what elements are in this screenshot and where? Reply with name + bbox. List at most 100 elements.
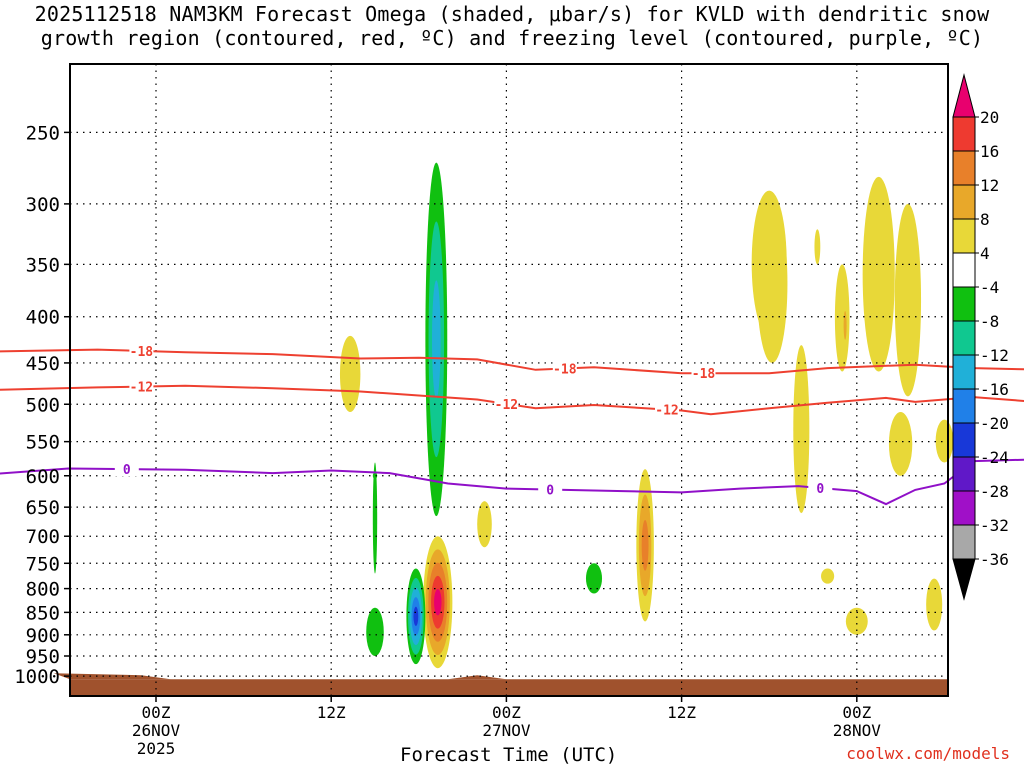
omega-band [845,607,868,635]
colorbar-cell [952,218,976,254]
omega-band [935,419,954,463]
omega-band [843,310,847,340]
y-tick-label: 800 [26,579,60,601]
omega-band [814,229,821,265]
colorbar-label: 16 [980,142,999,161]
colorbar-cell [952,456,976,492]
colorbar-label: -24 [980,448,1009,467]
omega-feature-minor [894,203,922,397]
omega-band [751,190,787,336]
omega-band [432,280,441,399]
contour-label-bg [552,360,577,376]
x-tick-label: 12Z [667,703,696,722]
omega-feature-minor [888,412,913,476]
contour-label-bg [129,342,154,358]
y-tick-label: 850 [26,602,60,624]
omega-feature-minor [793,345,810,514]
colorbar-cell [952,116,976,152]
omega-feature-minor [935,419,954,463]
omega-band [821,568,835,584]
omega-feature-minor [821,568,835,584]
y-tick-label: 400 [26,307,60,329]
credit-text[interactable]: coolwx.com/models [846,744,1010,763]
colorbar-cell [952,490,976,526]
contour-label-bg [808,479,833,495]
chart-title-line-2: growth region (contoured, red, ºC) and f… [40,26,984,50]
omega-feature [423,536,453,669]
y-tick-label: 700 [26,526,60,548]
omega-feature-minor [862,176,895,372]
omega-band [477,501,492,548]
omega-band [339,335,361,413]
contour-label: -18 [553,363,577,378]
colorbar-cell [952,286,976,322]
omega-band [372,472,378,480]
colorbar-cell [952,184,976,220]
omega-feature-minor [372,472,378,480]
ground-bump [448,675,507,680]
omega-band [585,563,603,594]
y-tick-label: 350 [26,254,60,276]
colorbar-label: -32 [980,516,1009,535]
y-tick-label: 600 [26,466,60,488]
omega-band [641,519,649,571]
y-tick-label: 500 [26,394,60,416]
y-tick-label: 650 [26,497,60,519]
omega-band [366,607,384,656]
colorbar-label: -8 [980,312,999,331]
omega-band [834,264,850,372]
x-tick-label: 00Z [842,703,871,722]
contour-0 [0,458,1024,506]
x-tick-label: 12Z [317,703,346,722]
omega-feature-minor [842,296,848,355]
colorbar-label: -12 [980,346,1009,365]
y-tick-label: 1000 [14,666,60,688]
colorbar-label: 4 [980,244,990,263]
ground-bump [53,673,171,680]
omega-feature [425,162,448,517]
colorbar-label: 12 [980,176,999,195]
colorbar-label: -36 [980,550,1009,569]
y-tick-label: 250 [26,122,60,144]
contour-label: -18 [692,367,716,382]
contour--12 [0,384,1024,416]
y-tick-label: 750 [26,553,60,575]
omega-band [926,578,943,631]
x-tick-label: 00Z [142,703,171,722]
contour-label-bg [691,365,716,381]
contour-label: -12 [130,381,153,396]
omega-feature-minor [845,607,868,635]
contour-label: 0 [546,484,554,499]
colorbar-label: -20 [980,414,1009,433]
omega-band [862,176,895,372]
contour--18 [0,348,1024,375]
omega-band [372,462,378,574]
omega-band [894,203,922,397]
y-tick-label: 450 [26,353,60,375]
y-tick-label: 950 [26,646,60,668]
omega-feature-minor [751,190,787,336]
colorbar-cell [952,354,976,390]
chart-title-line-1: 2025112518 NAM3KM Forecast Omega (shaded… [34,2,990,26]
omega-band [434,589,442,616]
contour-label: -12 [495,398,518,413]
omega-feature-minor [372,462,378,574]
contour-label: -12 [655,404,678,419]
colorbar-label: -16 [980,380,1009,399]
contour-label: 0 [816,482,824,497]
colorbar-label: 8 [980,210,990,229]
colorbar-cell [952,252,976,288]
colorbar-cell [952,150,976,186]
omega-feature-minor [814,229,821,265]
x-tick-label: 00Z [492,703,521,722]
x-axis-title: Forecast Time (UTC) [400,744,618,766]
omega-feature-minor [585,563,603,594]
contour-label-bg [538,481,563,497]
y-tick-label: 300 [26,194,60,216]
omega-feature-minor [366,607,384,656]
contour-label: -18 [130,345,154,360]
omega-band [793,345,810,514]
contour-label-bg [129,378,154,394]
colorbar-label: 20 [980,108,999,127]
